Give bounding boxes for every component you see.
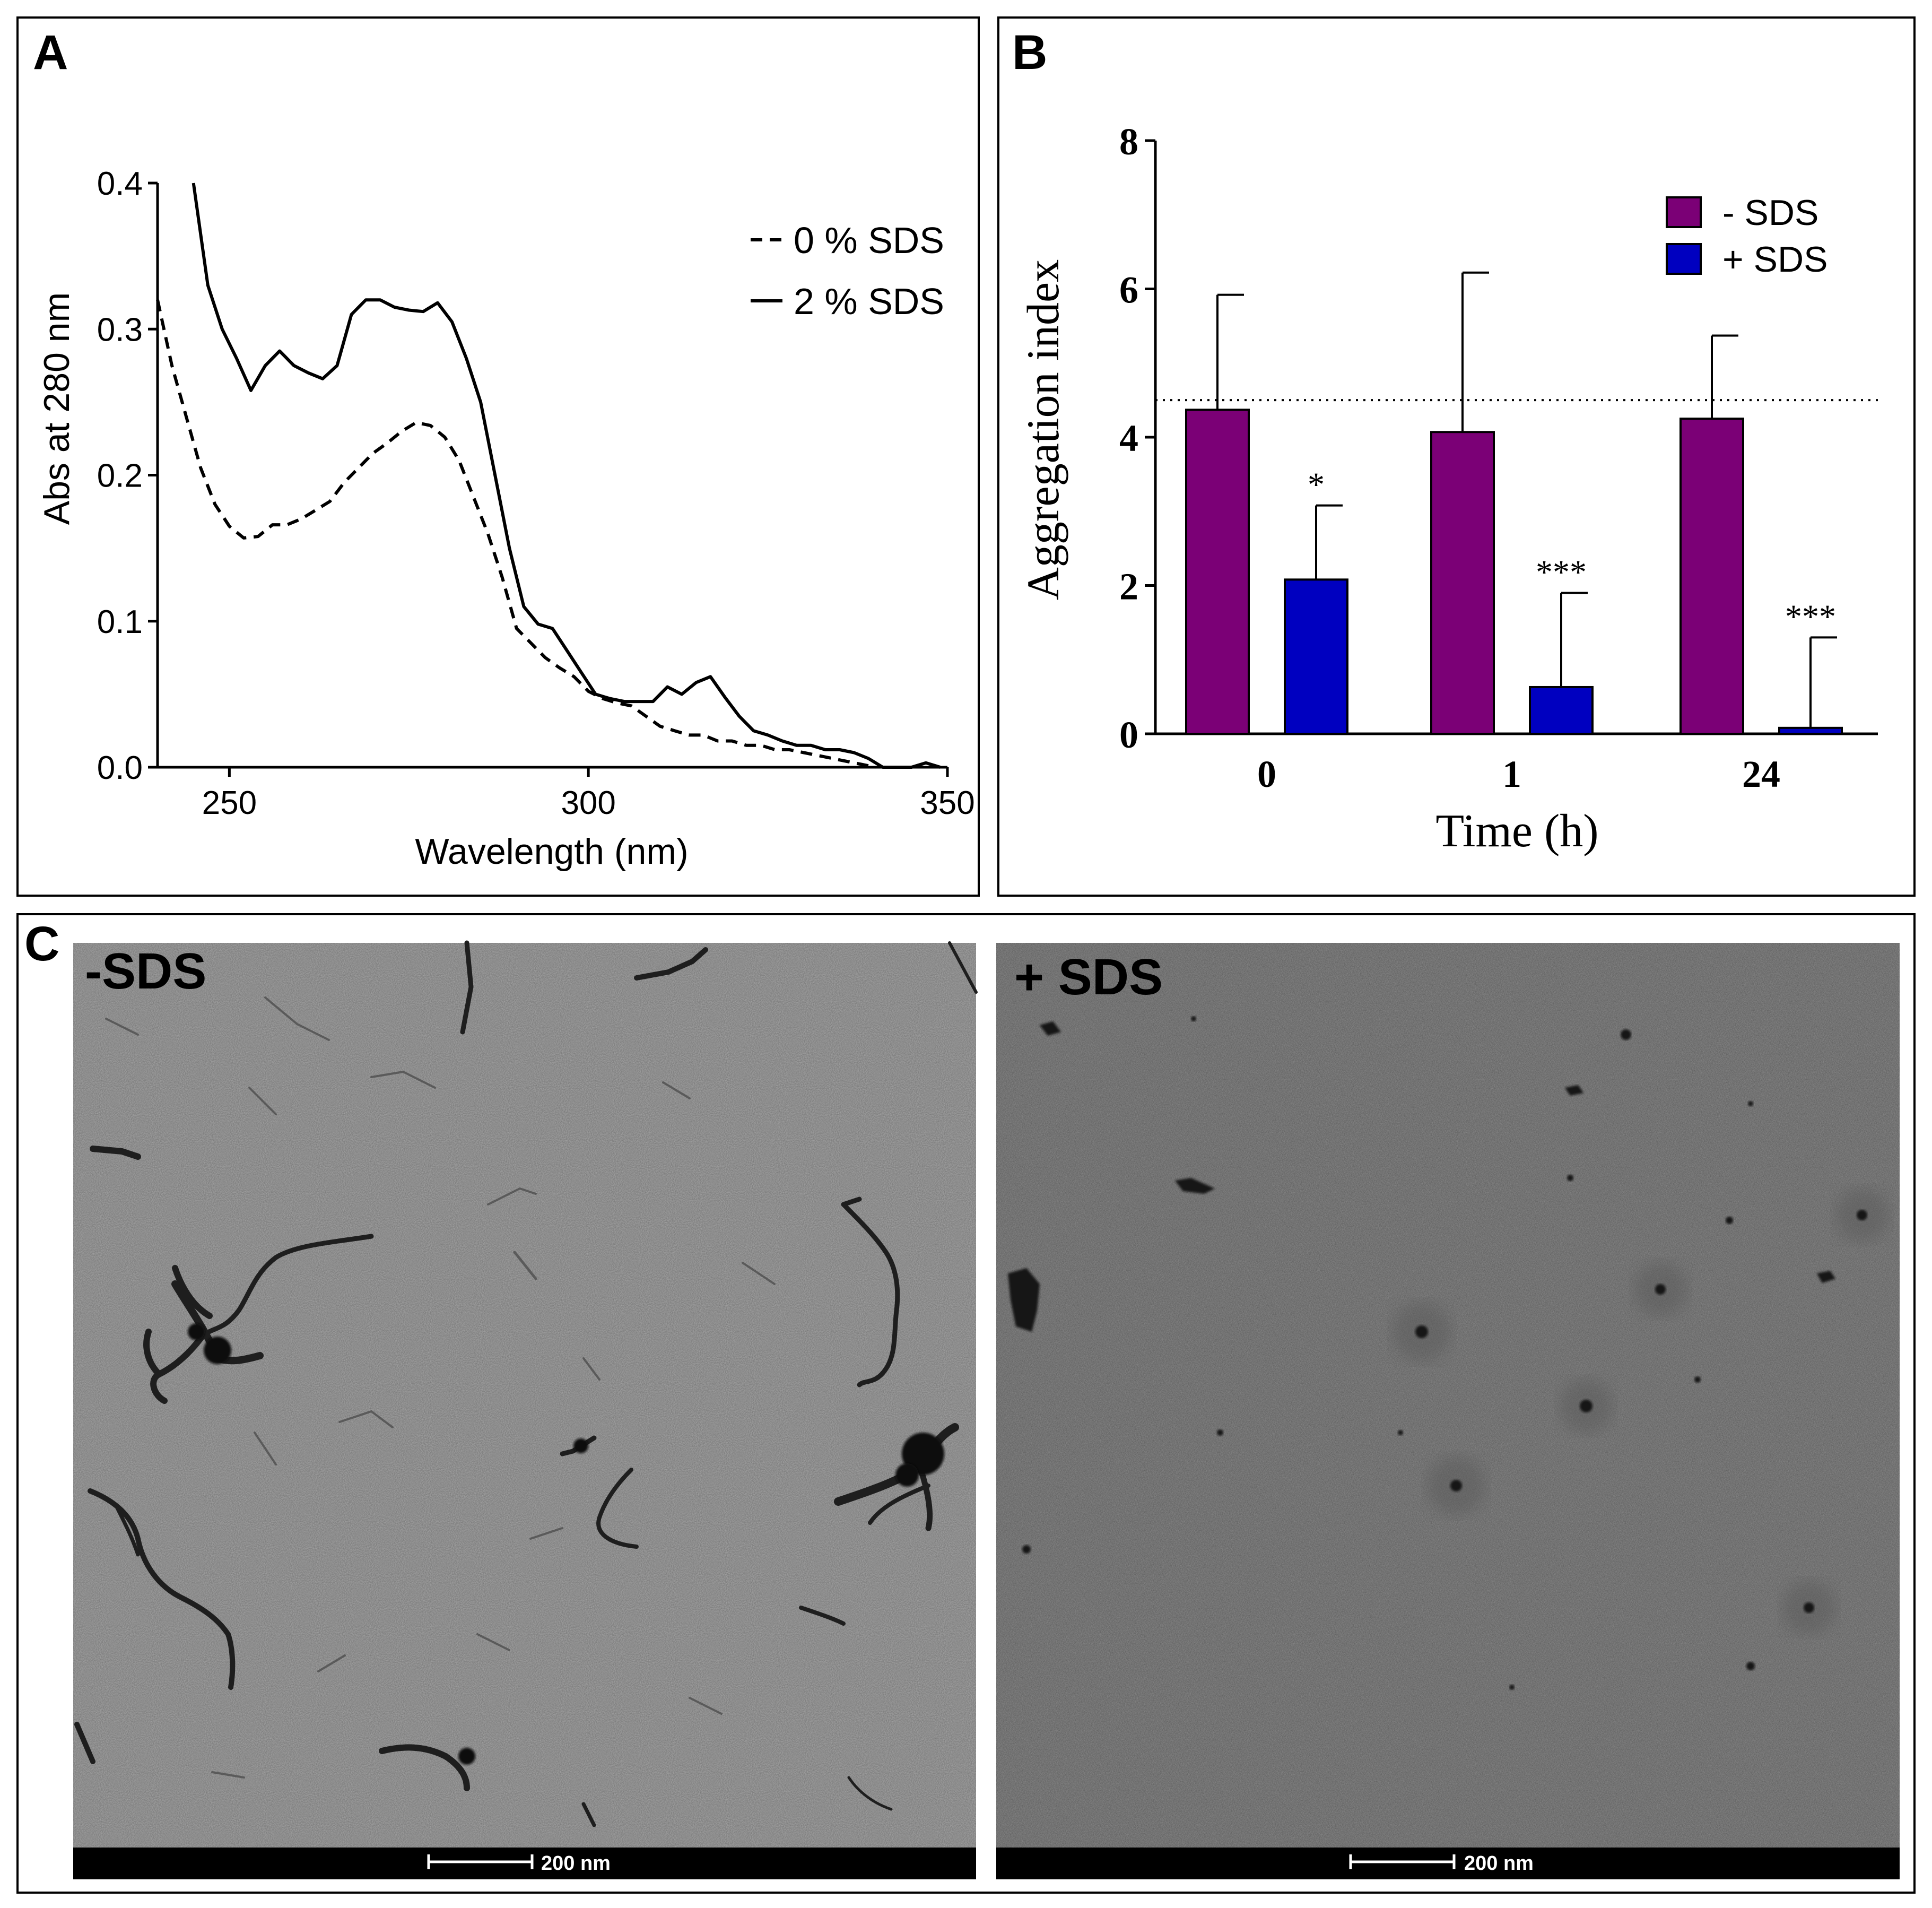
particles xyxy=(1008,1016,1867,1690)
faint-fibrils xyxy=(105,996,776,1779)
bar-minus-sds xyxy=(1185,409,1250,735)
micrograph-label-minus-sds: -SDS xyxy=(85,943,206,1000)
bar-plus-sds xyxy=(1529,686,1594,735)
panel-c: C xyxy=(16,913,1916,1894)
scalebar-strip xyxy=(996,1848,1900,1879)
dense-clusters xyxy=(188,1323,944,1765)
panel-a-frame xyxy=(16,16,980,897)
scalebar-strip xyxy=(73,1848,976,1879)
y-tick-label: 2 xyxy=(1119,566,1138,608)
series-line-0-percent-sds xyxy=(156,299,876,769)
legend: 0 % SDS 2 % SDS xyxy=(751,220,944,322)
panel-c-letter: C xyxy=(24,917,59,971)
y-tick-label: 0.3 xyxy=(97,311,143,348)
legend-label-2-percent-sds: 2 % SDS xyxy=(794,281,944,322)
y-tick-label: 6 xyxy=(1119,269,1138,311)
significance-marker: *** xyxy=(1785,597,1836,635)
x-tick-label: 1 xyxy=(1502,753,1521,795)
x-tick-label: 300 xyxy=(561,785,615,821)
legend-label-plus-sds: + SDS xyxy=(1722,239,1827,280)
bar-minus-sds xyxy=(1430,431,1495,735)
y-axis-title: Abs at 280 nm xyxy=(37,292,77,525)
x-tick-label: 24 xyxy=(1742,753,1780,795)
bar-plus-sds xyxy=(1284,578,1348,735)
legend-item-minus-sds: - SDS xyxy=(1666,193,1818,233)
x-axis-title: Wavelength (nm) xyxy=(415,831,688,872)
legend: - SDS + SDS xyxy=(1666,193,1827,280)
y-tick-label: 0.1 xyxy=(97,604,143,640)
y-tick-label: 0.2 xyxy=(97,458,143,495)
x-tick-label: 250 xyxy=(202,785,257,821)
legend-item-plus-sds: + SDS xyxy=(1666,239,1827,280)
x-tick-label: 0 xyxy=(1257,753,1276,795)
scalebar: 200 nm xyxy=(1349,1852,1534,1875)
scalebar: 200 nm xyxy=(427,1852,611,1875)
y-tick-label: 8 xyxy=(1119,120,1138,163)
significance-marker: * xyxy=(1308,466,1325,504)
micrograph-grain xyxy=(73,943,976,1848)
micrograph-label-plus-sds: + SDS xyxy=(1014,949,1163,1005)
panel-b-letter: B xyxy=(1012,25,1047,80)
spectrum-chart: 0.0 0.1 0.2 0.3 0.4 250 300 350 Wavelength (nm… xyxy=(37,166,975,872)
y-axis-title: Aggregation index xyxy=(1017,259,1068,600)
legend-swatch-minus-sds xyxy=(1666,196,1702,228)
panel-a-letter: A xyxy=(33,25,68,80)
y-tick-label: 0.0 xyxy=(97,750,143,786)
micrograph-minus-sds: 200 nm -SDS xyxy=(73,940,978,1879)
legend-swatch-plus-sds xyxy=(1666,243,1702,275)
legend-item-2-percent-sds: 2 % SDS xyxy=(751,281,944,322)
panel-a: A 0.0 0.1 0.2 0.3 0.4 250 300 350 Wavelength (… xyxy=(16,16,980,897)
fibril-network xyxy=(74,940,978,1827)
series-line-2-percent-sds xyxy=(192,183,941,769)
x-axis-title: Time (h) xyxy=(1435,805,1598,857)
bar-plus-sds xyxy=(1778,726,1843,735)
legend-item-0-percent-sds: 0 % SDS xyxy=(751,220,944,261)
legend-label-0-percent-sds: 0 % SDS xyxy=(794,220,944,261)
y-tick-label: 0 xyxy=(1119,714,1138,756)
y-tick-label: 4 xyxy=(1119,417,1138,459)
scalebar-label: 200 nm xyxy=(541,1852,611,1875)
y-tick-label: 0.4 xyxy=(97,166,143,202)
x-tick-label: 350 xyxy=(920,785,974,821)
legend-label-minus-sds: - SDS xyxy=(1722,193,1818,233)
scalebar-label: 200 nm xyxy=(1464,1852,1534,1875)
micrograph-plus-sds: 200 nm + SDS xyxy=(996,943,1900,1879)
bar-minus-sds xyxy=(1679,418,1744,735)
micrograph-grain xyxy=(996,943,1900,1848)
significance-marker: *** xyxy=(1536,553,1587,591)
